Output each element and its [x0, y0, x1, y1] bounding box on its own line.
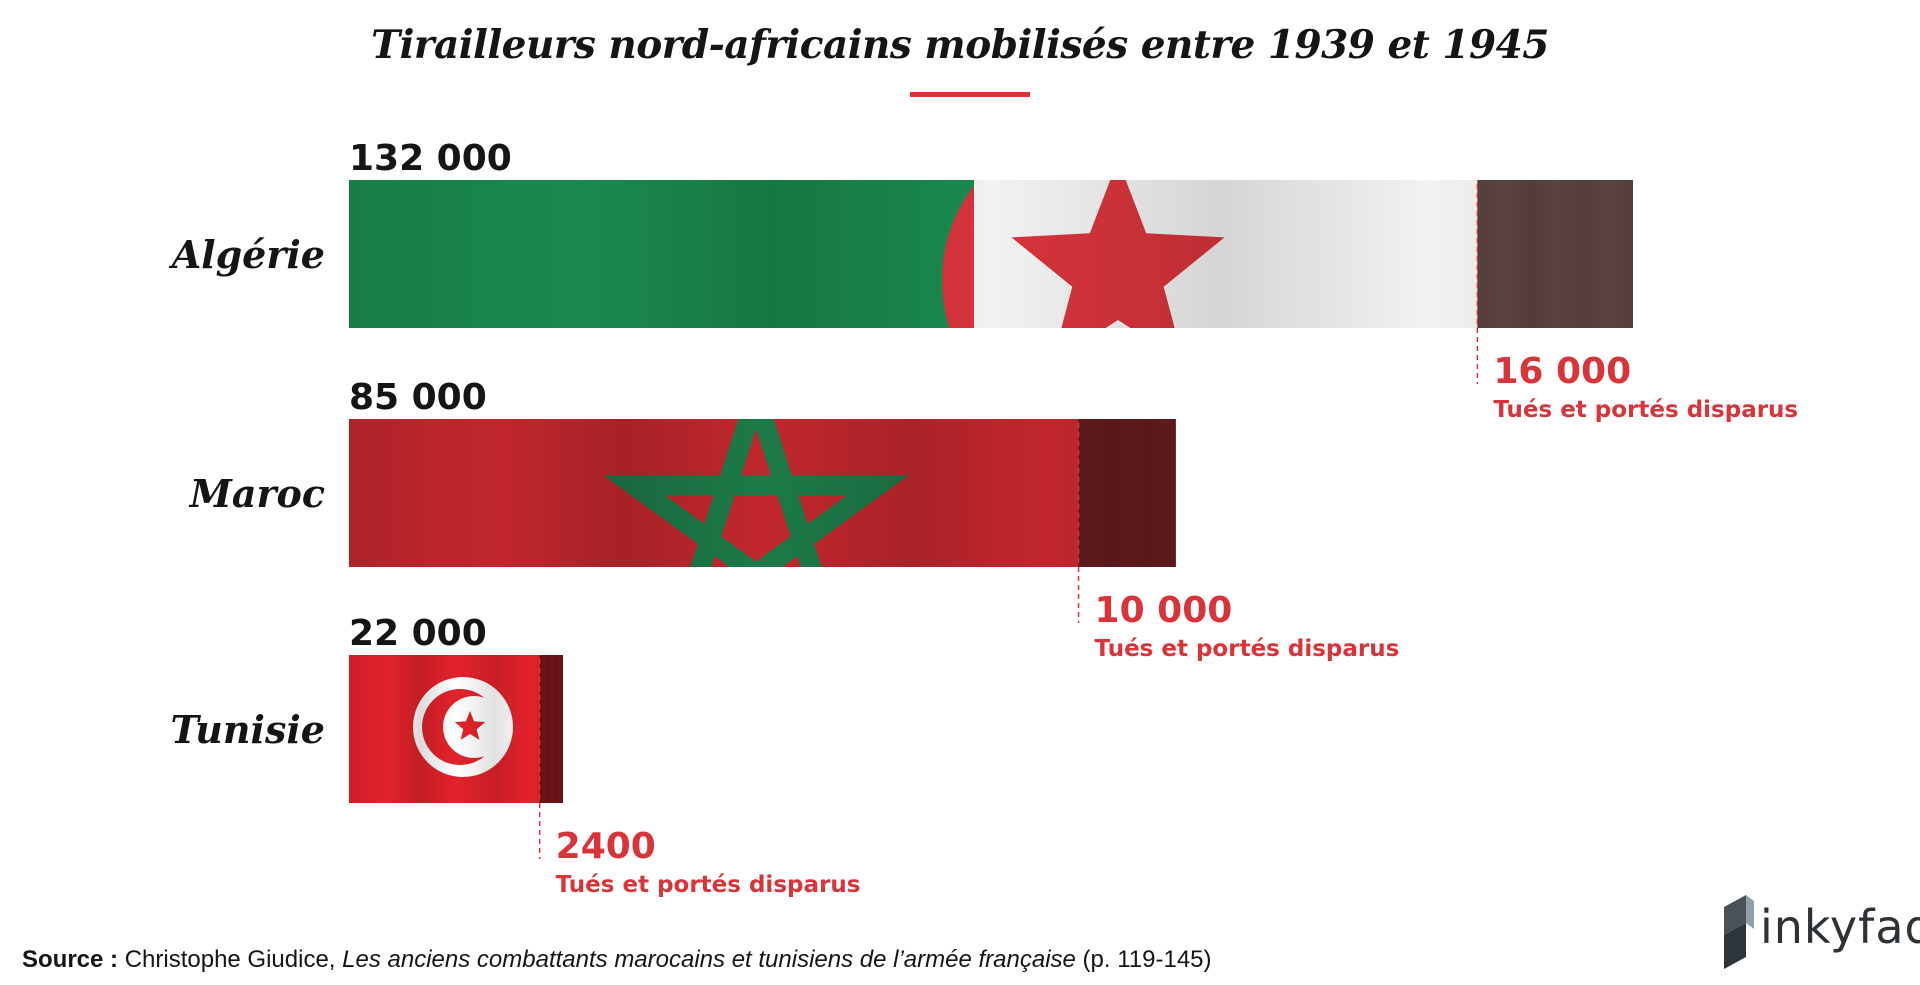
bar-lost-shade — [1477, 180, 1633, 328]
title-underline — [910, 92, 1030, 97]
cloth-shade — [349, 180, 1633, 328]
bar-lost-shade — [1078, 419, 1176, 567]
country-label-maroc: Maroc — [188, 471, 325, 516]
country-label-algerie: Algérie — [169, 232, 325, 277]
source-label: Source : — [22, 946, 119, 973]
lost-caption-algerie: Tués et portés disparus — [1493, 397, 1798, 423]
bar-lost-shade — [539, 655, 563, 803]
cloth-shade — [349, 419, 1176, 567]
flag-tunisie — [349, 655, 563, 803]
total-label-algerie: 132 000 — [349, 138, 512, 179]
source-pages: (p. 119-145) — [1082, 946, 1212, 973]
lost-label-tunisie: 2400 — [556, 826, 656, 867]
bar-chart: 132 000 Algérie 16 000 Tués et portés dispa… — [169, 138, 1798, 898]
chart-title: Tirailleurs nord-africains mobilisés ent… — [371, 22, 1549, 68]
inkyfada-cube-icon — [1724, 895, 1754, 969]
total-label-maroc: 85 000 — [349, 377, 487, 418]
flag-maroc — [349, 419, 1176, 567]
source-title: Les anciens combattants marocains et tun… — [342, 946, 1076, 973]
flag-algerie — [349, 180, 1633, 328]
source-author: Christophe Giudice, — [124, 946, 336, 973]
lost-label-maroc: 10 000 — [1095, 590, 1233, 631]
lost-caption-tunisie: Tués et portés disparus — [556, 872, 861, 898]
source-note: Source : Christophe Giudice, Les anciens… — [22, 946, 1212, 974]
country-label-tunisie: Tunisie — [171, 707, 326, 752]
total-label-tunisie: 22 000 — [349, 613, 487, 654]
logo-wordmark: inkyfada — [1760, 900, 1920, 954]
cloth-shade — [349, 655, 563, 803]
lost-label-algerie: 16 000 — [1493, 351, 1631, 392]
lost-caption-maroc: Tués et portés disparus — [1095, 636, 1400, 662]
